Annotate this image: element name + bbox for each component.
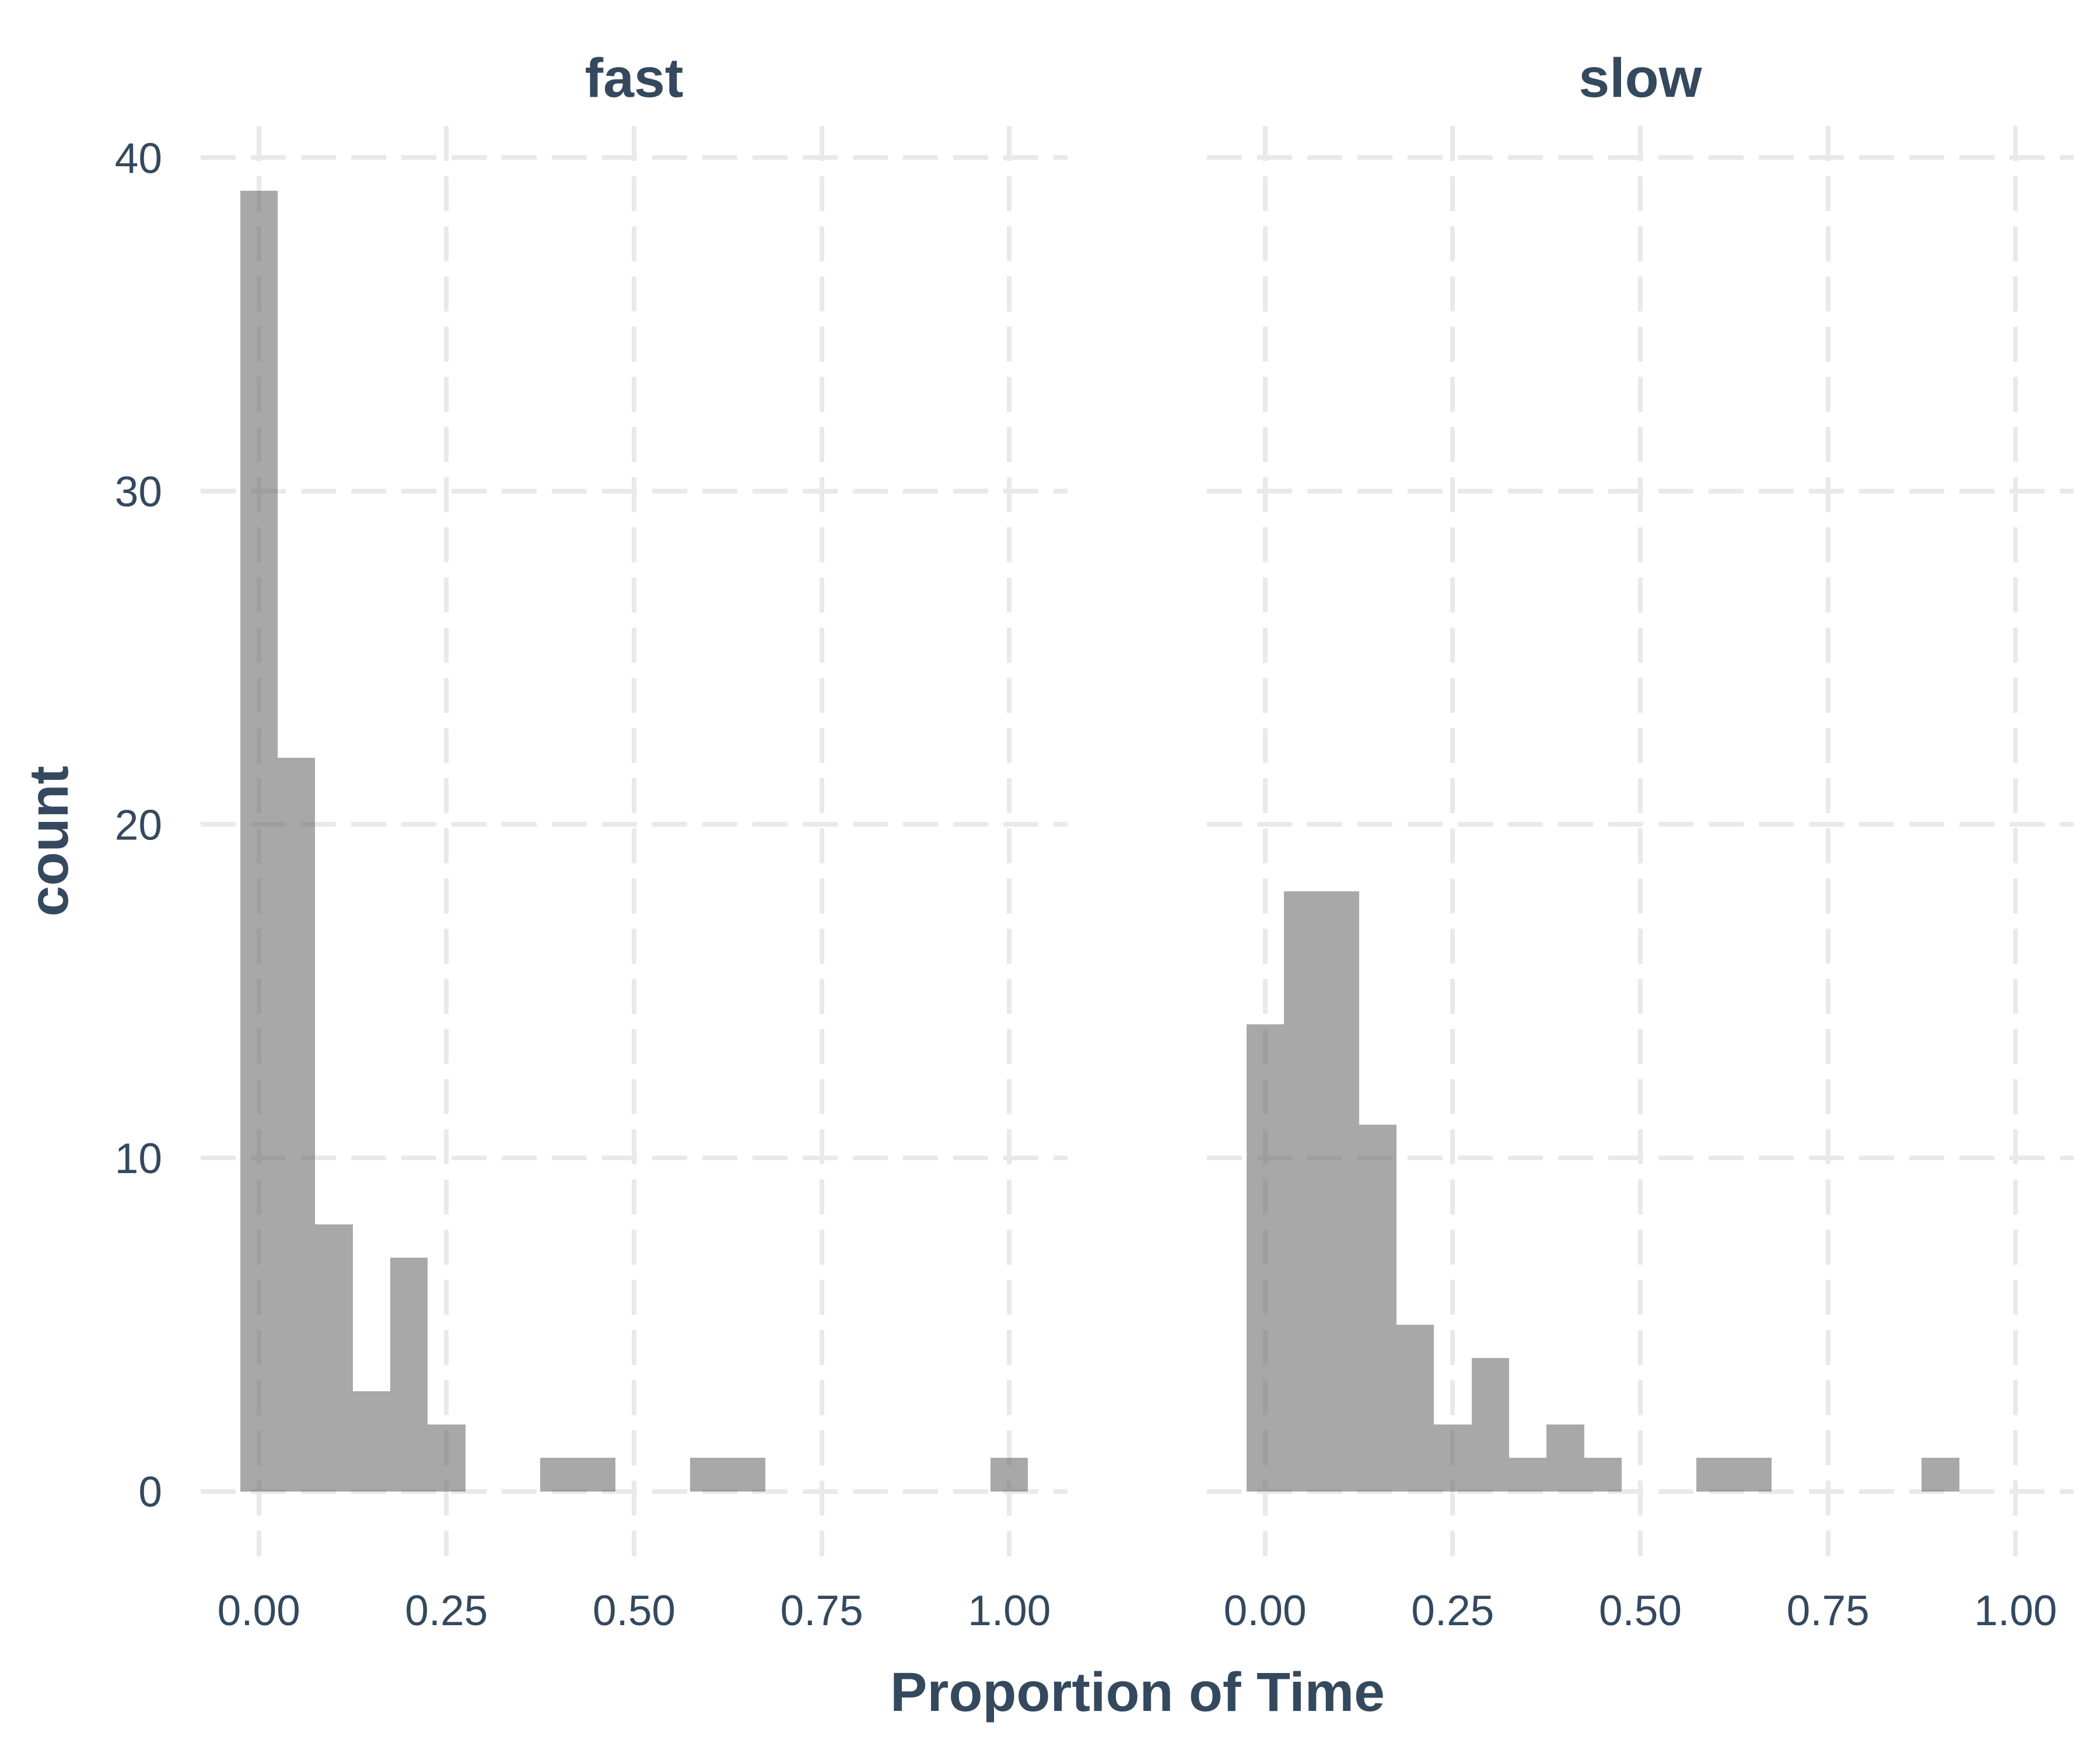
- x-tick-label: 0.50: [1599, 1587, 1682, 1634]
- histogram-bar: [353, 1391, 390, 1492]
- histogram-bar: [728, 1458, 765, 1492]
- x-tick-label: 0.00: [218, 1587, 300, 1634]
- facet-title: slow: [1578, 47, 1702, 109]
- y-axis-title: count: [18, 766, 80, 917]
- histogram-bar: [1359, 1125, 1396, 1492]
- x-tick-label: 0.00: [1224, 1587, 1307, 1634]
- x-tick-label: 1.00: [968, 1587, 1051, 1634]
- histogram-bar: [428, 1424, 466, 1492]
- histogram-bar: [1247, 1024, 1284, 1492]
- facet-panel-slow: slow 0.00 0.25 0.50 0.75 1.00: [1207, 47, 2074, 1634]
- x-tick-label: 0.75: [1787, 1587, 1870, 1634]
- facet-panel-fast: fast 0.00 0.25 0.50 0.75 1.00: [201, 47, 1068, 1634]
- histogram-bar: [1434, 1424, 1472, 1492]
- y-tick-label: 10: [115, 1135, 162, 1182]
- x-tick-label: 0.25: [1411, 1587, 1494, 1634]
- histogram-bar: [1472, 1358, 1509, 1492]
- histogram-bar: [540, 1458, 578, 1492]
- histogram-bar: [578, 1458, 615, 1492]
- histogram-bar: [690, 1458, 728, 1492]
- histogram-bar: [1321, 891, 1359, 1492]
- y-tick-label: 30: [115, 468, 162, 516]
- x-tick-label: 0.50: [593, 1587, 676, 1634]
- y-tick-label: 20: [115, 802, 162, 849]
- x-tick-label: 0.75: [780, 1587, 863, 1634]
- histogram-bar: [1509, 1458, 1546, 1492]
- histogram-bar: [240, 191, 278, 1492]
- histogram-bar: [1546, 1424, 1584, 1492]
- histogram-bar: [315, 1224, 353, 1492]
- histogram-bar: [1396, 1325, 1434, 1492]
- x-tick-label: 0.25: [405, 1587, 488, 1634]
- histogram-bar: [278, 758, 315, 1492]
- facet-title: fast: [585, 47, 684, 109]
- histogram-bar: [1584, 1458, 1622, 1492]
- histogram-bar: [1734, 1458, 1772, 1492]
- histogram-bar: [1284, 891, 1321, 1492]
- x-tick-label: 1.00: [1974, 1587, 2057, 1634]
- histogram-bar: [390, 1258, 428, 1492]
- histogram-bar: [1922, 1458, 1959, 1492]
- histogram-bar: [991, 1458, 1028, 1492]
- y-tick-label: 40: [115, 135, 162, 182]
- histogram-bar: [1696, 1458, 1734, 1492]
- x-axis-title: Proportion of Time: [890, 1661, 1385, 1723]
- y-tick-label: 0: [138, 1469, 162, 1516]
